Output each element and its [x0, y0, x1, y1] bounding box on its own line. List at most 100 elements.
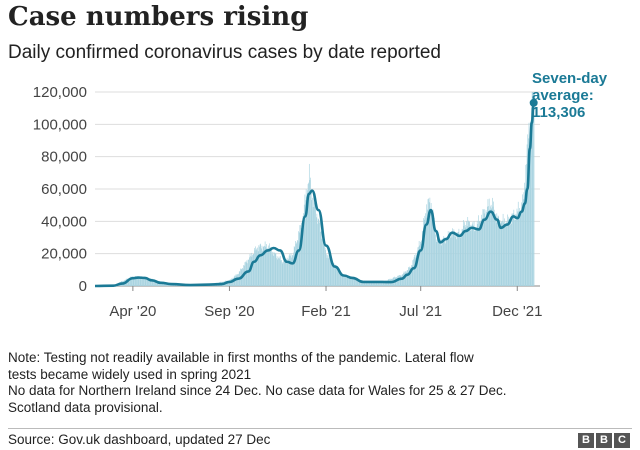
daily-bar	[462, 220, 464, 286]
daily-bar	[522, 199, 524, 286]
daily-bar	[370, 281, 372, 286]
daily-bar	[477, 224, 479, 286]
daily-bar	[421, 231, 423, 286]
daily-bar	[432, 209, 434, 286]
daily-bar	[461, 233, 462, 286]
daily-bar	[151, 278, 153, 286]
daily-bar	[331, 262, 333, 286]
daily-bar	[450, 237, 452, 286]
daily-bar	[247, 263, 248, 286]
daily-bar	[254, 248, 255, 286]
daily-bar	[271, 254, 273, 286]
note-line-1: Note: Testing not readily available in f…	[8, 350, 474, 365]
footer-divider	[8, 428, 632, 429]
daily-bar	[129, 278, 131, 286]
daily-bar	[332, 263, 334, 286]
note-line-2: tests became widely used in spring 2021	[8, 366, 252, 382]
daily-bar	[337, 270, 339, 286]
daily-bar	[344, 276, 346, 286]
daily-bar	[264, 245, 265, 286]
daily-bar	[385, 281, 387, 286]
daily-bar	[150, 278, 152, 286]
daily-bar	[369, 281, 371, 286]
latest-average-point	[529, 98, 538, 107]
daily-bar	[297, 241, 299, 286]
daily-bar	[404, 272, 405, 286]
daily-bar	[283, 260, 284, 286]
daily-bar	[329, 256, 330, 286]
daily-bar	[287, 257, 289, 286]
daily-bar	[365, 281, 367, 286]
daily-bar	[289, 254, 291, 286]
daily-bar	[341, 275, 343, 286]
daily-bar	[266, 244, 267, 286]
daily-bar	[142, 277, 144, 286]
daily-bar	[405, 272, 407, 286]
chart-title: Case numbers rising	[8, 2, 309, 32]
daily-bar	[154, 279, 156, 286]
daily-bar	[436, 241, 438, 286]
daily-bar	[442, 238, 444, 286]
daily-bar	[485, 210, 487, 286]
daily-bar	[439, 237, 440, 286]
daily-bar	[320, 231, 322, 286]
daily-bar	[399, 274, 400, 286]
daily-bar	[354, 278, 356, 286]
daily-bar	[474, 228, 476, 286]
daily-bar	[414, 254, 416, 286]
daily-bar	[281, 260, 282, 286]
daily-bar	[447, 237, 448, 286]
chart-subtitle: Daily confirmed coronavirus cases by dat…	[8, 42, 441, 63]
daily-bar	[469, 230, 471, 286]
x-tick-label: Apr '20	[109, 303, 156, 320]
daily-bar	[349, 277, 351, 286]
daily-bar	[451, 237, 453, 286]
daily-bar	[303, 204, 305, 286]
daily-bar	[248, 259, 250, 286]
daily-bar	[418, 246, 419, 286]
daily-bar	[483, 213, 485, 286]
daily-bar	[338, 269, 339, 286]
daily-bar	[509, 225, 511, 286]
daily-bar	[476, 220, 478, 286]
daily-bar	[269, 247, 271, 286]
daily-bar	[481, 214, 482, 286]
daily-bar	[317, 223, 318, 286]
daily-bar	[298, 231, 299, 286]
daily-bar	[153, 280, 155, 286]
daily-bar	[377, 281, 378, 286]
daily-bar	[419, 245, 421, 286]
daily-bar	[331, 263, 332, 286]
daily-bar	[365, 281, 366, 286]
daily-bar	[302, 229, 303, 286]
daily-bar	[524, 182, 525, 286]
daily-bar	[367, 281, 368, 286]
daily-bar	[520, 213, 522, 286]
daily-bar	[491, 208, 493, 286]
daily-bar	[375, 281, 376, 286]
daily-bar	[285, 259, 287, 286]
daily-bar	[260, 243, 262, 286]
daily-bar	[264, 241, 266, 286]
daily-bar	[426, 204, 428, 286]
daily-bar	[510, 218, 511, 286]
daily-bar	[514, 220, 515, 286]
daily-bar	[319, 222, 320, 286]
daily-bar	[255, 246, 256, 286]
daily-bar	[416, 255, 417, 286]
daily-bar	[351, 278, 353, 286]
daily-bar	[507, 219, 509, 286]
daily-bar	[396, 277, 398, 286]
daily-bar	[262, 247, 264, 286]
daily-bar	[273, 252, 275, 286]
daily-bar	[327, 255, 328, 286]
daily-bar	[501, 221, 503, 286]
daily-bar	[531, 92, 533, 286]
daily-bar	[423, 219, 425, 286]
daily-bar	[518, 211, 520, 286]
daily-bar	[435, 239, 437, 286]
daily-bar	[366, 281, 368, 286]
daily-bar	[486, 206, 488, 286]
daily-bar	[351, 278, 352, 286]
daily-bar	[364, 281, 366, 286]
